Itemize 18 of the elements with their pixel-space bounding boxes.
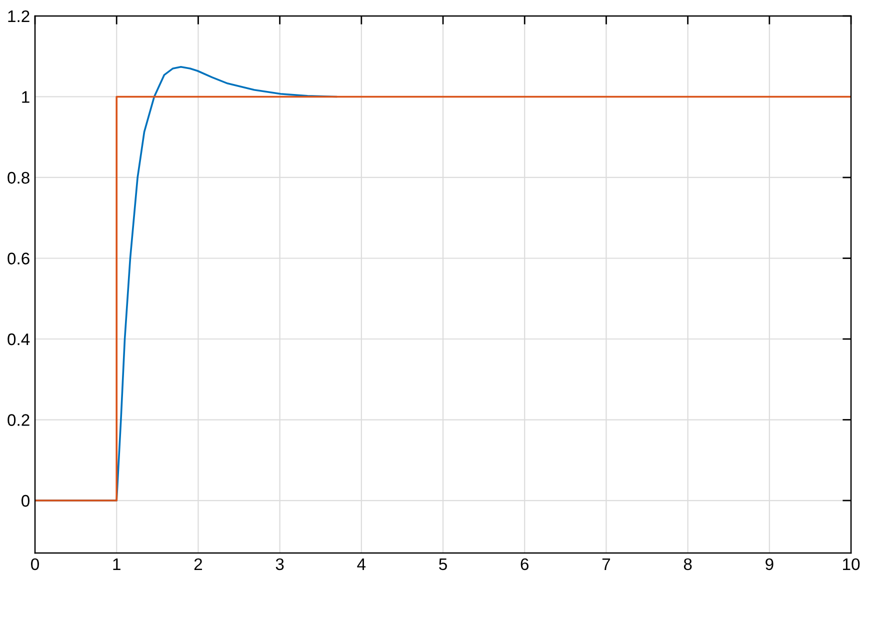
y-tick-label: 0.8 xyxy=(8,172,30,184)
y-tick-label: 1 xyxy=(22,91,30,103)
x-tick-label: 6 xyxy=(520,558,529,570)
x-tick-label: 2 xyxy=(194,558,202,570)
x-tick-label: 1 xyxy=(113,558,120,570)
x-tick-label: 5 xyxy=(439,558,447,570)
x-tick-label: 3 xyxy=(276,558,284,570)
x-tick-label: 4 xyxy=(357,558,366,570)
y-tick-label: 0 xyxy=(22,494,30,507)
x-tick-label: 10 xyxy=(843,558,860,570)
y-tick-label: 0.2 xyxy=(8,414,30,426)
y-tick-label: 1.2 xyxy=(8,10,30,22)
y-tick-label: 0.6 xyxy=(8,252,30,264)
x-tick-label: 9 xyxy=(766,558,774,570)
x-tick-label: 0 xyxy=(31,558,39,570)
y-tick-label: 0.4 xyxy=(8,333,30,346)
x-tick-label: 7 xyxy=(602,558,610,570)
x-tick-label: 8 xyxy=(684,558,692,570)
